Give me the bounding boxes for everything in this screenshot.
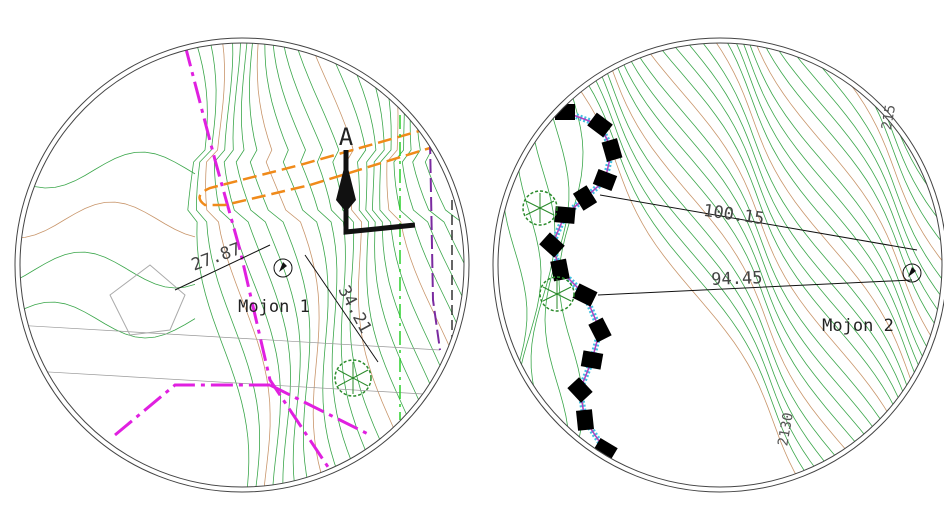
contour-line — [401, 43, 464, 487]
contour-line — [582, 43, 862, 487]
contour-line — [813, 43, 942, 487]
dimension-line — [597, 194, 918, 296]
contour-line — [607, 43, 900, 487]
contour-line — [600, 43, 890, 487]
retaining-block — [554, 206, 576, 224]
survey-marker-icon — [908, 267, 916, 277]
tree — [334, 359, 372, 397]
contour-line — [734, 43, 942, 487]
contour-label: 2130 — [775, 411, 797, 447]
view-border — [497, 42, 943, 488]
north-label: A — [339, 123, 354, 151]
contour-line — [353, 43, 458, 487]
contour-line — [292, 43, 405, 487]
retaining-block — [572, 185, 598, 211]
view-border — [14, 37, 470, 493]
detail-view-2 — [502, 43, 942, 487]
dimension-line — [174, 244, 379, 363]
north-arrow-shaft — [343, 150, 416, 235]
contour-line — [613, 43, 908, 487]
survey-marker — [902, 263, 922, 283]
contour-line — [422, 43, 464, 487]
retaining-block — [592, 168, 618, 192]
view-border — [19, 42, 465, 488]
contour-line — [213, 43, 281, 487]
tree-branches — [542, 279, 572, 309]
contour-line — [393, 43, 464, 487]
contour-line — [320, 43, 435, 487]
survey-marker-icon — [279, 262, 287, 272]
tree-branches — [525, 193, 555, 223]
contour-line — [747, 43, 942, 487]
contour-line — [264, 43, 348, 487]
building — [109, 264, 186, 336]
contour-line — [502, 79, 528, 477]
retaining-block — [539, 232, 565, 258]
contour-line — [280, 43, 387, 487]
contour-line — [725, 43, 942, 487]
contour-line — [20, 201, 196, 239]
retaining-block — [587, 112, 613, 138]
contour-line — [570, 43, 846, 487]
detail-view-1 — [20, 43, 464, 487]
road-line — [114, 383, 371, 437]
survey-marker — [273, 258, 293, 278]
retaining-block — [550, 258, 570, 282]
retaining-block — [601, 138, 623, 162]
contour-line — [867, 43, 942, 487]
contour-line — [555, 43, 830, 487]
dimension-label: 100.15 — [702, 201, 766, 229]
contour-line — [256, 43, 330, 487]
contour-line — [829, 43, 942, 487]
dimension-label: 34.21 — [334, 282, 376, 337]
view-border — [492, 37, 944, 493]
contour-line — [754, 43, 942, 487]
contour-line — [433, 43, 464, 487]
contour-line — [195, 43, 261, 487]
contour-label: 215 — [879, 103, 899, 131]
contour-line — [412, 43, 464, 487]
retaining-block — [592, 437, 618, 463]
path-line — [198, 126, 431, 207]
retaining-block — [575, 409, 595, 431]
dimension-label: 94.45 — [711, 268, 763, 290]
contour-line — [544, 79, 570, 477]
tree — [539, 276, 575, 312]
landmark-label: Mojon 1 — [238, 297, 310, 317]
contour-line — [592, 43, 876, 487]
boundary-line — [20, 324, 441, 396]
contour-line — [383, 43, 464, 487]
path-line — [429, 139, 441, 351]
road-line — [183, 44, 332, 471]
contour-line — [771, 43, 942, 487]
contour-line — [20, 251, 196, 289]
contour-line — [798, 43, 942, 487]
contour-line — [187, 43, 250, 487]
contour-line — [223, 43, 291, 487]
contour-line — [761, 43, 942, 487]
contour-line — [20, 301, 196, 339]
contour-line — [783, 43, 942, 487]
tree — [522, 190, 558, 226]
contour-line — [427, 43, 464, 487]
retaining-block — [580, 350, 604, 370]
contour-line — [248, 43, 312, 487]
retaining-block — [567, 377, 593, 403]
landmark-label: Mojon 2 — [822, 316, 894, 336]
tree-branches — [337, 362, 369, 394]
retaining-block — [572, 283, 598, 307]
contour-line — [741, 43, 942, 487]
retaining-block — [588, 317, 612, 343]
contour-line — [305, 43, 421, 487]
contour-line — [20, 151, 196, 189]
